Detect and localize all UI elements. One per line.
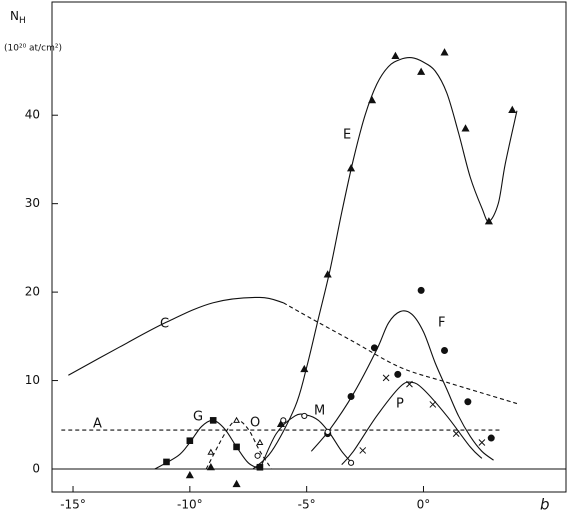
plot-frame <box>51 1 567 493</box>
y-tick-label: 0 <box>32 462 40 476</box>
curve-label: E <box>343 128 351 143</box>
marker <box>300 364 309 373</box>
x-tick-label: -15° <box>60 498 86 512</box>
curve-label: P <box>396 397 404 412</box>
marker <box>441 346 449 354</box>
x-tick-label: 0° <box>417 498 431 512</box>
y-label-main: N <box>10 9 19 23</box>
marker <box>487 434 495 442</box>
marker <box>461 124 470 132</box>
curve <box>252 57 518 470</box>
marker <box>452 430 460 437</box>
curve <box>283 302 518 405</box>
x-label: b <box>540 496 550 514</box>
y-label-sub: H <box>19 16 26 26</box>
curve <box>205 419 273 470</box>
curve <box>154 419 261 470</box>
marker <box>185 470 194 479</box>
x-tick-label: -10° <box>177 498 203 512</box>
marker <box>233 443 240 451</box>
marker <box>406 380 413 388</box>
marker <box>429 401 437 408</box>
marker <box>256 438 264 446</box>
marker <box>440 48 449 56</box>
curve-label: O <box>250 416 260 431</box>
marker <box>254 452 261 459</box>
marker <box>484 217 493 225</box>
marker <box>394 370 402 378</box>
curve-label: A <box>93 417 102 432</box>
marker <box>347 392 355 400</box>
curve <box>68 296 284 376</box>
marker <box>276 419 286 427</box>
marker <box>417 286 425 294</box>
marker <box>186 437 194 445</box>
marker <box>368 95 377 104</box>
marker <box>207 448 215 455</box>
curve-label: G <box>193 410 203 425</box>
marker <box>370 344 378 352</box>
marker <box>382 374 390 382</box>
marker <box>508 105 517 113</box>
curve <box>341 381 483 465</box>
marker <box>233 416 241 423</box>
marker <box>280 417 287 424</box>
marker <box>417 67 426 75</box>
curve-label: C <box>160 317 169 332</box>
marker <box>301 412 308 420</box>
marker <box>256 463 264 471</box>
marker <box>324 428 331 435</box>
marker <box>163 458 170 466</box>
marker <box>464 398 472 406</box>
curve-label: F <box>438 316 445 331</box>
curve-label: M <box>314 404 325 419</box>
marker <box>359 447 367 454</box>
marker <box>232 479 241 488</box>
y-tick-label: 40 <box>25 108 40 122</box>
marker <box>478 439 486 446</box>
x-tick-label: -5° <box>298 498 316 512</box>
y-label: NH <box>10 9 26 26</box>
y-unit: (10²⁰ at/cm²) <box>4 44 62 54</box>
marker <box>206 463 215 471</box>
marker <box>209 417 217 424</box>
y-tick-label: 20 <box>25 285 40 299</box>
curve <box>310 310 494 461</box>
marker <box>323 270 332 278</box>
marker <box>347 459 355 466</box>
curve <box>259 413 354 470</box>
y-tick-label: 30 <box>25 196 40 210</box>
y-tick-label: 10 <box>25 373 40 387</box>
marker <box>347 164 356 172</box>
marker <box>391 51 400 60</box>
